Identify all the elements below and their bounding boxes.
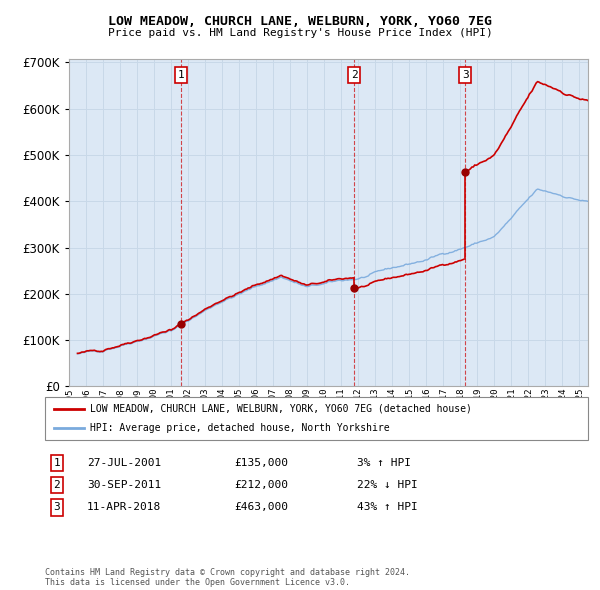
Text: This data is licensed under the Open Government Licence v3.0.: This data is licensed under the Open Gov… [45, 578, 350, 588]
Text: 3: 3 [53, 503, 61, 512]
Text: 22% ↓ HPI: 22% ↓ HPI [357, 480, 418, 490]
Text: LOW MEADOW, CHURCH LANE, WELBURN, YORK, YO60 7EG: LOW MEADOW, CHURCH LANE, WELBURN, YORK, … [108, 15, 492, 28]
Text: 3: 3 [462, 70, 469, 80]
Text: £463,000: £463,000 [234, 503, 288, 512]
Text: 2: 2 [350, 70, 358, 80]
Text: 1: 1 [178, 70, 184, 80]
Text: 2: 2 [53, 480, 61, 490]
Text: Price paid vs. HM Land Registry's House Price Index (HPI): Price paid vs. HM Land Registry's House … [107, 28, 493, 38]
Text: 11-APR-2018: 11-APR-2018 [87, 503, 161, 512]
Text: HPI: Average price, detached house, North Yorkshire: HPI: Average price, detached house, Nort… [90, 423, 389, 432]
Text: 3% ↑ HPI: 3% ↑ HPI [357, 458, 411, 468]
Text: £212,000: £212,000 [234, 480, 288, 490]
Text: 43% ↑ HPI: 43% ↑ HPI [357, 503, 418, 512]
Text: 30-SEP-2011: 30-SEP-2011 [87, 480, 161, 490]
Text: 1: 1 [53, 458, 61, 468]
Text: Contains HM Land Registry data © Crown copyright and database right 2024.: Contains HM Land Registry data © Crown c… [45, 568, 410, 577]
Text: LOW MEADOW, CHURCH LANE, WELBURN, YORK, YO60 7EG (detached house): LOW MEADOW, CHURCH LANE, WELBURN, YORK, … [90, 404, 472, 414]
Text: 27-JUL-2001: 27-JUL-2001 [87, 458, 161, 468]
Text: £135,000: £135,000 [234, 458, 288, 468]
